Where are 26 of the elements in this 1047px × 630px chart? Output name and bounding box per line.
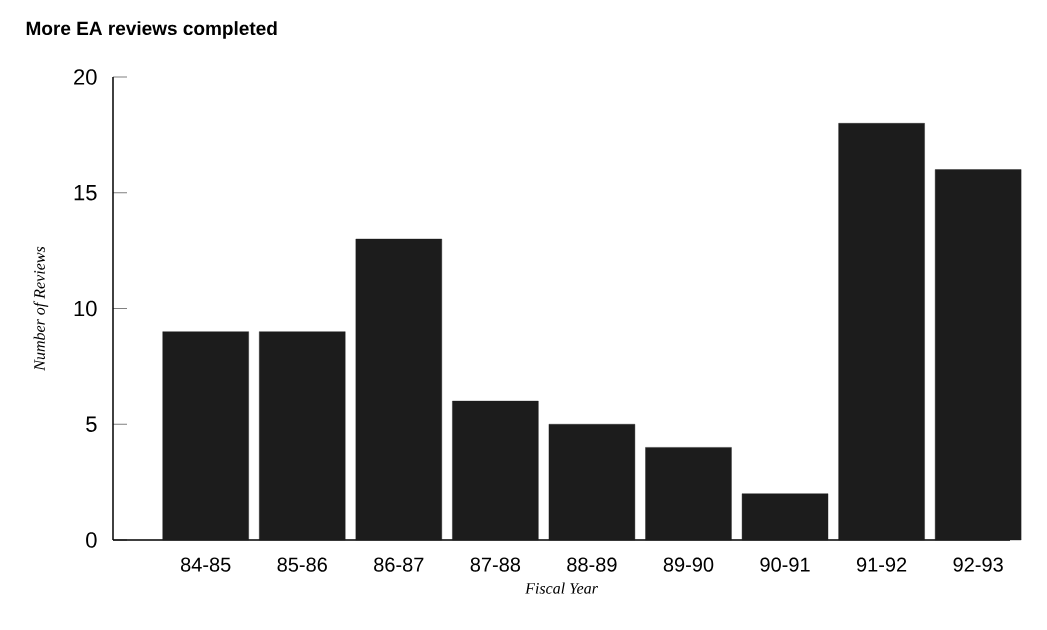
x-tick-label: 92-93 (953, 557, 1003, 572)
y-tick-label: 15 (74, 185, 97, 201)
bar (934, 169, 1022, 541)
x-axis-title: Fiscal Year (525, 582, 598, 594)
bar (645, 447, 732, 541)
bar (838, 123, 925, 541)
y-tick-label: 10 (74, 300, 97, 317)
bar (452, 400, 539, 541)
bar (548, 424, 636, 541)
chart-title: More EA reviews completed (26, 21, 277, 39)
x-tick-label: 91-92 (856, 557, 907, 572)
x-tick-label: 85-86 (277, 557, 327, 572)
x-tick-label: 89-90 (663, 557, 714, 572)
bar (259, 331, 346, 541)
y-tick-label: 0 (86, 532, 97, 548)
y-axis-title: Number of Reviews (33, 246, 49, 371)
x-tick-label: 84-85 (180, 557, 231, 572)
x-tick-label: 90-91 (760, 557, 810, 572)
bar (355, 238, 442, 541)
y-tick-label: 20 (74, 69, 97, 85)
y-tick-label: 5 (86, 416, 97, 432)
bar (741, 493, 829, 541)
x-tick-label: 88-89 (567, 557, 617, 572)
bar (162, 331, 249, 541)
x-tick-label: 87-88 (470, 557, 521, 572)
x-tick-label: 86-87 (374, 557, 424, 572)
